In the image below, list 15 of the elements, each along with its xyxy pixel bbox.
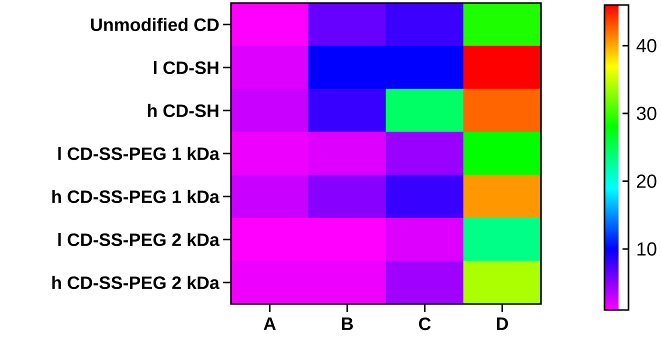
color-bar-label: 20 — [636, 174, 656, 188]
y-tick-label: h CD-SH — [148, 104, 218, 118]
y-tick-label: h CD-SS-PEG 2 kDa — [52, 276, 220, 290]
y-tick-label: l CD-SS-PEG 2 kDa — [58, 232, 220, 246]
color-bar-label: 40 — [636, 38, 656, 52]
y-tick-label: Unmodified CD — [91, 18, 219, 32]
y-tick-label: l CD-SS-PEG 1 kDa — [58, 146, 220, 160]
color-bar-label: 10 — [637, 242, 656, 256]
x-tick-label: C — [419, 318, 431, 330]
x-tick-label: D — [496, 318, 508, 330]
x-tick-label: B — [342, 318, 353, 330]
x-tick-label: A — [264, 318, 276, 330]
color-bar-label: 30 — [636, 106, 656, 120]
y-tick-label: h CD-SS-PEG 1 kDa — [52, 190, 220, 204]
y-tick-label: l CD-SH — [154, 60, 218, 74]
